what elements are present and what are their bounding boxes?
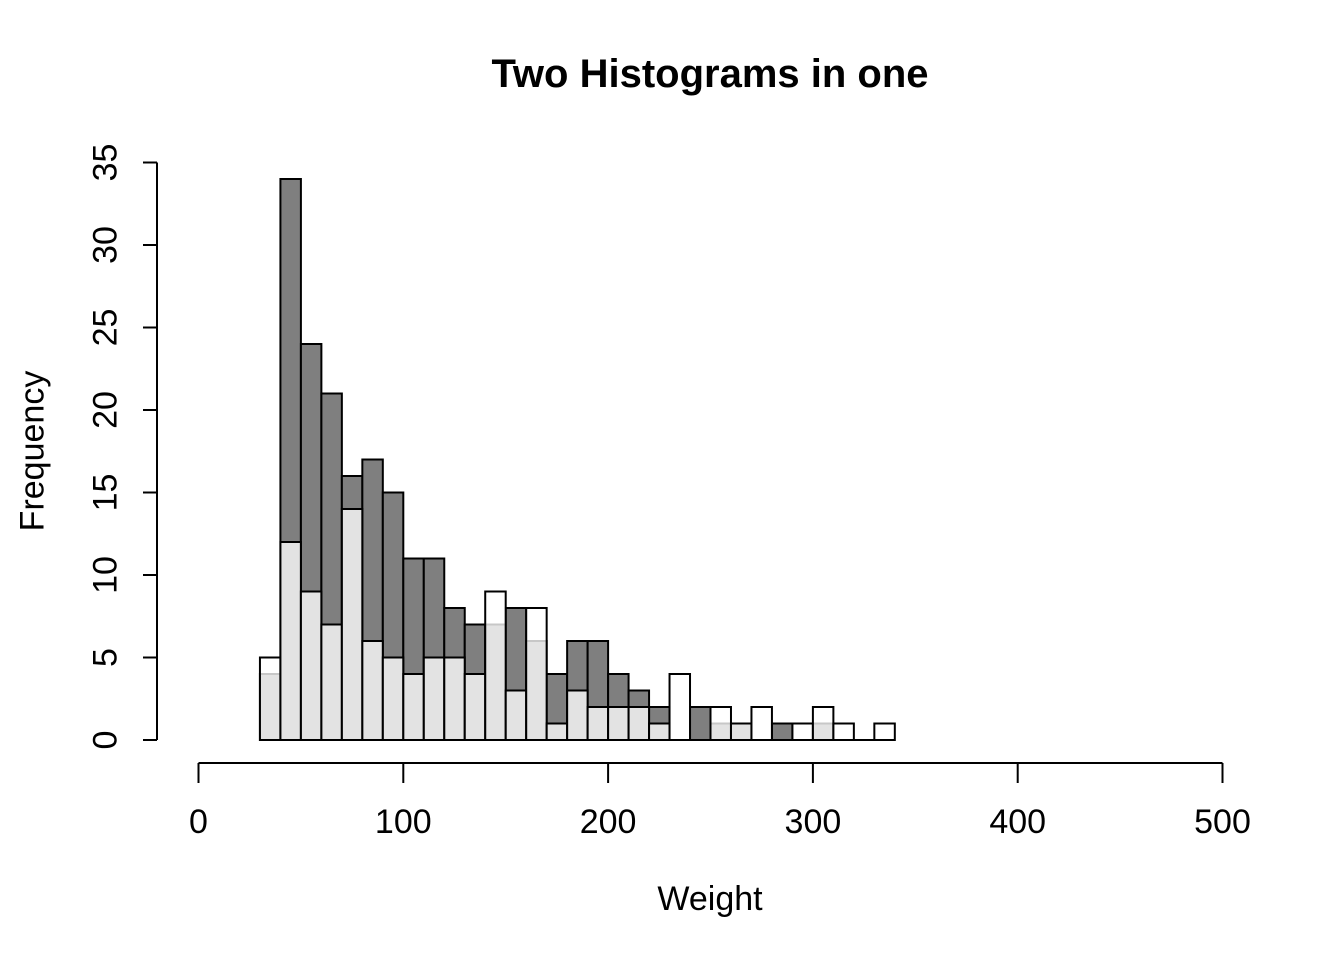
- overlay-histogram-bar-50: [299, 590, 323, 741]
- overlay-histogram-bar-60: [320, 623, 343, 741]
- overlay-histogram-bar-270: [750, 706, 773, 741]
- x-tick-label: 100: [375, 803, 432, 841]
- y-tick-label: 10: [87, 556, 125, 594]
- overlay-histogram-bar-170: [545, 722, 569, 741]
- y-tick-label: 20: [87, 391, 125, 429]
- y-tick-label: 30: [87, 226, 125, 264]
- axes: 0 5 10 15 20 25 30 35 0 100 200 300 400 500: [87, 144, 1251, 841]
- x-tick-label: 0: [189, 803, 208, 841]
- overlay-histogram-bar-70: [340, 508, 364, 741]
- overlay-histogram-bar-120: [443, 656, 466, 741]
- dark-histogram-bar-240: [689, 706, 712, 741]
- overlay-histogram-bar-190: [586, 706, 610, 741]
- x-tick-label: 300: [785, 803, 842, 841]
- x-tick-label: 400: [989, 803, 1046, 841]
- overlay-histogram-bar-100: [402, 673, 425, 741]
- overlay-histogram-bar-260: [729, 722, 753, 741]
- histogram-bars: [258, 178, 896, 741]
- overlay-histogram-bar-300: [811, 706, 835, 741]
- overlay-histogram-bar-130: [463, 673, 487, 741]
- overlay-histogram-bar-180: [566, 689, 589, 741]
- overlay-histogram-bar-140: [484, 590, 507, 741]
- y-tick-label: 5: [87, 648, 125, 667]
- overlay-histogram-bar-150: [504, 689, 528, 741]
- x-axis-title: Weight: [657, 880, 763, 918]
- overlay-histogram-bar-90: [381, 656, 405, 741]
- overlay-histogram-bar-30: [258, 656, 282, 741]
- overlay-histogram-bar-40: [279, 541, 302, 741]
- y-tick-label: 25: [87, 309, 125, 347]
- y-axis-title: Frequency: [14, 371, 52, 532]
- overlay-histogram-bar-200: [607, 706, 630, 741]
- chart-title: Two Histograms in one: [491, 52, 928, 96]
- x-tick-label: 500: [1194, 803, 1251, 841]
- y-tick-label: 0: [87, 731, 125, 750]
- overlay-histogram-bar-80: [361, 640, 384, 741]
- overlay-histogram-bar-250: [709, 706, 732, 741]
- dark-histogram-bar-280: [770, 722, 794, 741]
- overlay-histogram-bar-220: [648, 722, 671, 741]
- overlay-histogram-bar-310: [832, 722, 855, 741]
- overlay-histogram-bar-290: [791, 722, 814, 741]
- overlay-histogram-bar-160: [525, 607, 548, 741]
- overlay-histogram-bar-110: [422, 656, 446, 741]
- overlay-histogram-bar-230: [668, 673, 692, 741]
- overlay-histogram-bar-210: [627, 706, 651, 741]
- x-tick-label: 200: [580, 803, 637, 841]
- y-tick-label: 15: [87, 474, 125, 512]
- y-tick-label: 35: [87, 144, 125, 182]
- overlay-histogram-bar-330: [873, 722, 896, 741]
